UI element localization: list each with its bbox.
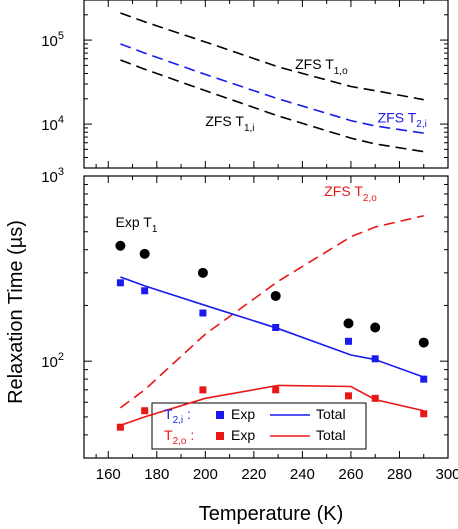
series-line-t2-i-total: [120, 276, 425, 378]
point-t2-i-exp: [116, 279, 124, 287]
point-t2-i-exp: [345, 337, 353, 345]
point-t2-o-exp: [420, 410, 428, 418]
series-line-zfs-t1-i: [120, 59, 424, 153]
panel-frames: [83, 0, 449, 459]
legend-label-blue-sub: 2,i: [173, 415, 184, 426]
legend-marker-red: [216, 432, 224, 440]
legend-colon: :: [186, 427, 194, 443]
legend-label-blue: T2,i :: [164, 406, 191, 426]
annotation-zfs-t2-o-sub: 2,o: [363, 193, 377, 204]
annotation-zfs-t2-i: ZFS T2,i: [378, 109, 427, 130]
point-t2-i-exp: [141, 287, 149, 295]
point-t2-o-exp: [199, 386, 207, 394]
legend-label-blue-text: T: [164, 406, 173, 422]
annotation-exp-t1-text: Exp T: [116, 214, 153, 230]
point-exp-t1: [343, 318, 354, 329]
legend-label-red-text: T: [164, 427, 173, 443]
legend-marker-blue: [216, 411, 224, 419]
annotation-zfs-t1-i: ZFS T1,i: [205, 113, 254, 134]
point-t2-o-exp: [371, 394, 379, 402]
point-exp-t1: [115, 240, 126, 251]
annotation-zfs-t2-i-text: ZFS T: [378, 109, 417, 125]
y-tick-base: 10: [41, 354, 58, 371]
y-tick-base: 10: [41, 117, 58, 134]
point-t2-i-exp: [420, 375, 428, 383]
x-tick-label: 260: [338, 466, 363, 483]
bottom-panel-frame: [83, 175, 449, 459]
x-tick-label: 200: [193, 466, 218, 483]
x-tick-label: 180: [144, 466, 169, 483]
top-panel-frame: [83, 0, 449, 169]
top-y-tick-label: 105: [41, 30, 64, 50]
x-tick-label: 220: [241, 466, 266, 483]
y-tick-exp: 3: [58, 166, 64, 178]
legend-label-red-sub: 2,o: [173, 436, 187, 447]
annotation-zfs-t2-o: ZFS T2,o: [324, 183, 377, 204]
point-t2-i-exp: [199, 309, 207, 317]
point-exp-t1: [418, 337, 429, 348]
point-t2-o-exp: [116, 423, 124, 431]
legend-exp-label: Exp: [231, 427, 255, 443]
legend-colon: :: [183, 406, 191, 422]
point-exp-t1: [197, 267, 208, 278]
y-tick-exp: 5: [58, 30, 64, 42]
series-line-zfs-t1-o: [120, 12, 424, 101]
legend-total-label: Total: [316, 427, 346, 443]
x-tick-label: 300: [435, 466, 458, 483]
annotation-zfs-t2-o-text: ZFS T: [324, 183, 363, 199]
legend-total-label: Total: [316, 406, 346, 422]
bottom-y-tick-label: 102: [41, 351, 64, 371]
x-tick-label: 280: [387, 466, 412, 483]
legend-exp-label: Exp: [231, 406, 255, 422]
y-tick-base: 10: [41, 33, 58, 50]
y-axis-label: Relaxation Time (µs): [5, 220, 27, 404]
annotation-exp-t1-sub: 1: [152, 224, 158, 235]
y-tick-base: 10: [41, 169, 58, 186]
y-tick-exp: 4: [58, 114, 64, 126]
annotation-exp-t1: Exp T1: [116, 214, 158, 235]
x-tick-label: 160: [96, 466, 121, 483]
point-exp-t1: [139, 248, 150, 259]
data-layer: [115, 12, 429, 440]
annotation-zfs-t1-o-text: ZFS T: [295, 56, 334, 72]
x-tick-label: 240: [290, 466, 315, 483]
annotation-zfs-t1-i-text: ZFS T: [205, 113, 244, 129]
bottom-y-tick-label: 103: [41, 166, 64, 186]
legend-label-red: T2,o :: [164, 427, 194, 447]
x-axis-label: Temperature (K): [199, 503, 344, 525]
point-t2-o-exp: [141, 407, 149, 415]
point-t2-o-exp: [345, 392, 353, 400]
annotation-zfs-t2-i-sub: 2,i: [416, 119, 427, 130]
point-exp-t1: [370, 322, 381, 333]
point-t2-o-exp: [272, 386, 280, 394]
annotation-zfs-t1-i-sub: 1,i: [244, 123, 255, 134]
annotation-zfs-t1-o-sub: 1,o: [334, 66, 348, 77]
legend-box: [151, 402, 367, 450]
series-line-zfs-t2-o: [119, 214, 424, 409]
series-line-zfs-t2-i: [120, 43, 424, 134]
point-exp-t1: [270, 290, 281, 301]
y-tick-exp: 2: [58, 351, 64, 363]
series-line-t2-o-total: [120, 384, 424, 427]
top-y-tick-label: 104: [41, 114, 64, 134]
annotation-zfs-t1-o: ZFS T1,o: [295, 56, 348, 77]
